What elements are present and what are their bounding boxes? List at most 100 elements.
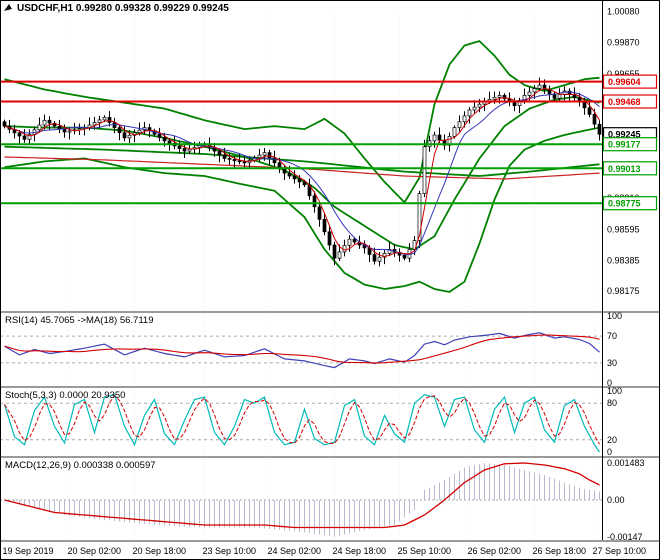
price-level-badge[interactable] [602,94,658,109]
candle-body [317,206,322,220]
candle-body [557,94,562,99]
panel-divider [0,386,660,388]
price-axis-label: 0.98385 [607,255,640,265]
candles [2,77,602,267]
macd-header-label: MACD(12,26,9) 0.000338 0.000597 [5,460,156,471]
candle-body [382,252,387,258]
price-level-badge[interactable] [602,74,658,89]
candle-body [502,95,507,100]
time-axis-label: 23 Sep 10:00 [203,546,257,556]
candle-body [227,158,232,160]
candle-body [532,88,537,93]
time-axis-label: 26 Sep 02:00 [468,546,522,556]
candle-body [492,96,497,100]
candle-body [322,218,327,233]
candle-body [342,245,347,253]
candle-body [127,134,132,139]
panel-divider [0,456,660,458]
price-level-badge-label: 0.99245 [608,130,641,140]
candle-body [337,251,342,259]
rsi-line [4,332,600,369]
time-axis-label: 27 Sep 10:00 [593,546,647,556]
candle-body [157,133,162,138]
candle-body [107,117,112,123]
candle-body [347,238,352,246]
price-level-badge[interactable] [602,161,658,176]
rsi-axis-label: 100 [607,311,622,321]
time-axis-label: 20 Sep 18:00 [133,546,187,556]
time-axis-label: 25 Sep 10:00 [398,546,452,556]
rsi-axis-label: 30 [607,358,617,368]
candle-body [272,157,277,164]
candle-body [497,95,502,98]
candle-body [27,134,32,140]
candle-body [97,119,102,123]
candle-body [592,114,597,125]
candle-body [302,181,307,186]
candle-body [257,154,262,159]
price-level-badge[interactable] [602,196,658,211]
macd-panel [0,462,602,537]
candle-body [37,124,42,131]
candle-body [542,84,547,90]
candle-body [42,119,47,126]
bollinger-lower-band [4,126,600,293]
candle-body [417,193,422,241]
stoch-header-label: Stoch(5,3,3) 0.0000 20.9350 [5,390,125,401]
price-level-badge-label: 0.99468 [608,97,641,107]
candle-body [177,145,182,149]
candle-body [512,101,517,106]
candle-body [232,159,237,162]
horizontal-levels [0,80,602,205]
time-axis[interactable]: 19 Sep 2019 20 Sep 02:00 20 Sep 18:00 23 Se… [3,546,647,556]
price-level-badge[interactable] [602,137,658,152]
rsi-panel [0,332,602,369]
stoch-panel [0,393,602,453]
macd-axis-label: 0.00 [607,495,625,505]
candle-body [377,256,382,262]
candle-body [467,109,472,117]
candle-body [402,254,407,259]
time-axis-label: 24 Sep 18:00 [333,546,387,556]
candle-body [537,84,542,89]
candle-body [2,121,7,127]
rsi-axis-label: 70 [607,331,617,341]
price-level-badge-label: 0.99604 [608,77,641,87]
candle-body [432,134,437,142]
rsi-header-label: RSI(14) 45.7065 ->MA(18) 56.7119 [5,315,153,326]
candle-body [17,132,22,137]
panel-divider [0,311,660,313]
price-axis[interactable]: 1.000800.998700.996550.994450.992300.990… [602,7,658,542]
candle-body [167,140,172,144]
stoch-d-line [4,395,600,445]
symbol-ohlc-label: USDCHF,H1 0.99280 0.99328 0.99229 0.9924… [17,3,229,14]
candle-body [477,103,482,108]
candle-body [122,132,127,139]
price-axis-label: 1.00080 [607,7,640,17]
candle-body [267,152,272,159]
candle-body [102,117,107,121]
candle-body [422,146,427,194]
stoch-k-line [3,393,600,453]
stoch-axis-label: 0 [607,447,612,457]
candle-body [462,115,467,123]
candle-body [372,254,377,262]
time-axis-label: 26 Sep 18:00 [533,546,587,556]
red-ma [4,88,600,258]
candle-body [452,127,457,137]
candle-body [277,162,282,169]
candle-body [292,175,297,180]
stoch-axis-label: 100 [607,386,622,396]
candle-body [312,195,317,208]
candle-body [287,172,292,177]
candle-body [117,127,122,134]
candle-body [472,106,477,111]
candle-body [182,148,187,152]
candle-body [327,231,332,246]
macd-axis-label: 0.001483 [607,458,645,468]
candle-body [62,128,67,133]
